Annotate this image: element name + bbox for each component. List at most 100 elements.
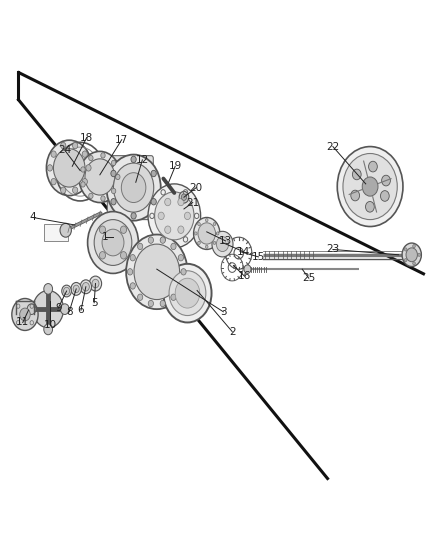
Text: 19: 19 [169,161,182,171]
Circle shape [88,155,93,160]
Text: 2: 2 [229,327,236,336]
Circle shape [94,220,132,265]
Text: 24: 24 [58,146,71,155]
Circle shape [171,294,176,301]
Circle shape [79,151,121,203]
Circle shape [88,212,138,273]
Text: 10: 10 [44,320,57,330]
Circle shape [212,231,233,257]
Circle shape [82,179,88,185]
Circle shape [343,154,397,220]
Circle shape [46,140,92,196]
Circle shape [60,187,66,193]
Text: 14: 14 [237,247,250,256]
Circle shape [64,287,70,295]
Circle shape [131,213,136,219]
Circle shape [381,175,390,186]
Circle shape [89,276,102,291]
Text: 6: 6 [78,305,85,315]
Circle shape [353,169,361,180]
Circle shape [81,167,85,172]
Circle shape [148,300,153,306]
Circle shape [198,223,215,244]
Circle shape [71,282,81,295]
Circle shape [151,199,156,205]
Circle shape [362,177,378,196]
Circle shape [181,269,186,275]
Circle shape [337,147,403,227]
Circle shape [402,243,421,266]
Circle shape [381,191,389,201]
Circle shape [116,174,120,180]
Circle shape [368,161,377,172]
Circle shape [82,282,89,291]
Text: 5: 5 [91,298,98,308]
FancyBboxPatch shape [107,156,153,220]
Circle shape [130,282,135,289]
Circle shape [413,245,415,248]
Circle shape [158,212,164,220]
Circle shape [101,153,105,158]
Circle shape [86,165,91,171]
Circle shape [47,165,53,171]
Text: 9: 9 [55,303,62,313]
Circle shape [171,243,176,249]
Circle shape [244,265,251,273]
Circle shape [111,199,116,205]
Circle shape [81,182,85,187]
Circle shape [178,198,184,206]
Circle shape [213,222,216,225]
Text: 18: 18 [80,133,93,142]
Circle shape [121,173,146,203]
Circle shape [99,226,106,233]
Circle shape [99,252,106,259]
Circle shape [85,159,115,195]
Text: 23: 23 [326,245,339,254]
Circle shape [92,279,99,288]
Circle shape [205,245,208,248]
Circle shape [51,179,56,185]
Circle shape [33,290,64,328]
Circle shape [53,149,85,187]
Circle shape [179,191,189,203]
Circle shape [44,324,53,335]
Circle shape [73,285,79,293]
Circle shape [120,252,127,259]
Circle shape [12,298,38,330]
Circle shape [216,237,229,252]
Circle shape [151,171,156,177]
Text: 15: 15 [252,252,265,262]
Circle shape [80,280,92,294]
Circle shape [418,253,420,256]
Circle shape [175,278,200,308]
Bar [44,224,68,241]
Circle shape [366,201,374,212]
Circle shape [82,151,88,157]
Circle shape [138,294,143,301]
Circle shape [205,219,208,222]
Text: 11: 11 [16,318,29,327]
Circle shape [216,232,219,235]
Circle shape [165,226,171,233]
Circle shape [198,222,200,225]
Circle shape [60,304,69,314]
Circle shape [131,156,136,163]
Circle shape [160,237,166,244]
Circle shape [62,285,71,297]
Circle shape [111,188,116,193]
Circle shape [51,151,56,157]
Circle shape [88,193,93,199]
Circle shape [184,212,191,220]
Circle shape [44,284,53,294]
Circle shape [213,241,216,245]
Text: 16: 16 [238,271,251,281]
Circle shape [406,248,417,262]
Circle shape [126,235,187,309]
Circle shape [101,196,105,201]
Circle shape [148,237,153,244]
Text: 12: 12 [136,155,149,165]
Text: 1: 1 [102,232,109,242]
Circle shape [194,217,220,249]
Circle shape [134,244,180,300]
Circle shape [194,232,197,235]
